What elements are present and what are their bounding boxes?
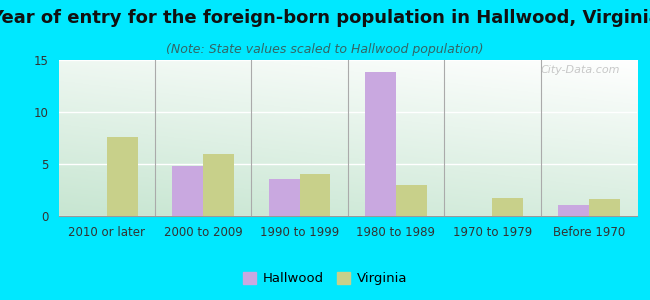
Bar <box>107 137 138 216</box>
Bar <box>365 73 396 216</box>
Text: (Note: State values scaled to Hallwood population): (Note: State values scaled to Hallwood p… <box>166 44 484 56</box>
Bar <box>268 178 300 216</box>
Bar <box>558 205 589 216</box>
Bar <box>203 154 234 216</box>
Bar <box>300 174 330 216</box>
Legend: Hallwood, Virginia: Hallwood, Virginia <box>237 266 413 290</box>
Bar <box>172 166 203 216</box>
Bar <box>493 198 523 216</box>
Bar <box>589 200 619 216</box>
Text: Year of entry for the foreign-born population in Hallwood, Virginia: Year of entry for the foreign-born popul… <box>0 9 650 27</box>
Text: City-Data.com: City-Data.com <box>540 65 619 75</box>
Bar <box>396 185 427 216</box>
